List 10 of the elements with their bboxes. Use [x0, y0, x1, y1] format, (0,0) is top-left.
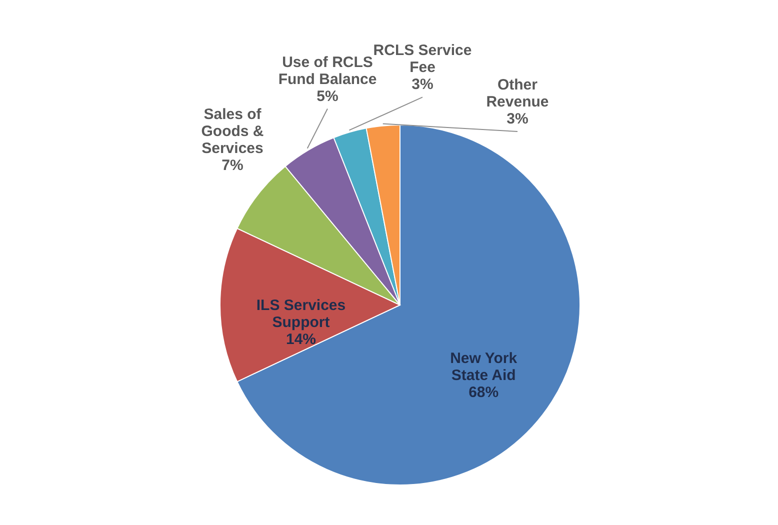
data-label: 5% — [316, 88, 338, 105]
data-label: 14% — [286, 331, 316, 348]
slice-label: New York State Aid — [450, 350, 518, 384]
data-label: 7% — [222, 157, 244, 174]
slice-label: ILS Services Support — [256, 297, 346, 331]
slice-label: Sales of Goods & Services — [201, 106, 264, 158]
data-label: 3% — [506, 110, 528, 128]
slice-label: Other Revenue — [486, 76, 549, 111]
data-label: 3% — [412, 76, 434, 94]
data-label: 68% — [468, 384, 499, 402]
